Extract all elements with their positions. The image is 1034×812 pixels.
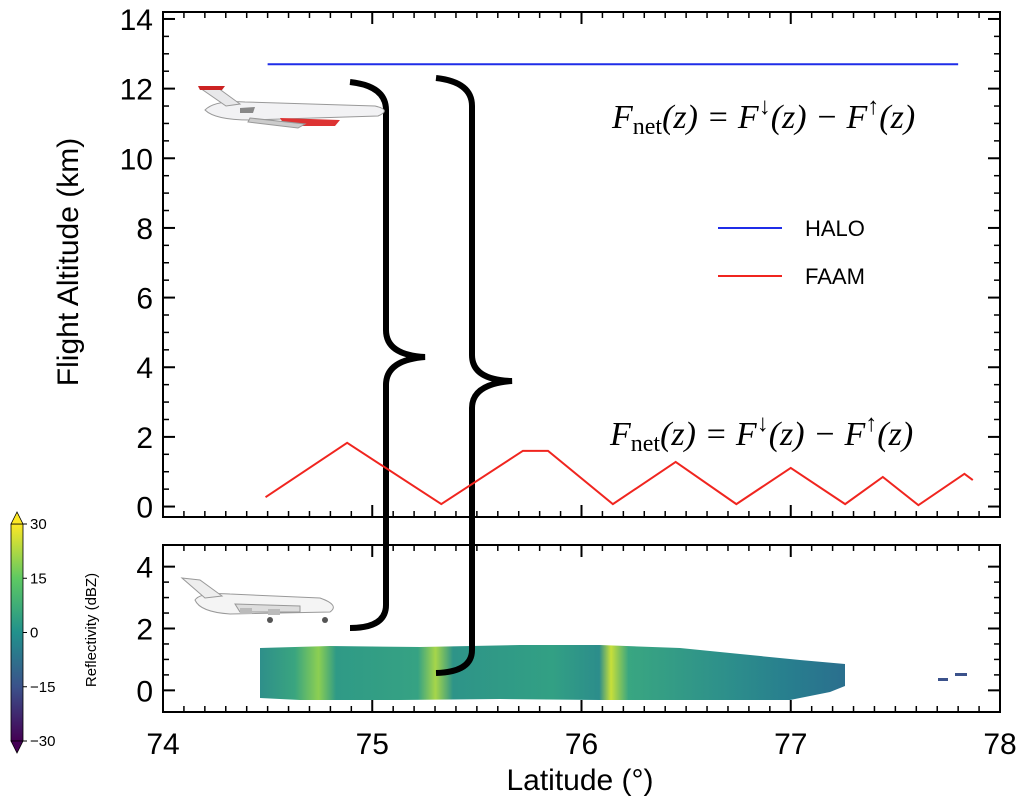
colorbar-tick-label: 15 xyxy=(30,570,47,587)
y-tick-label: 4 xyxy=(136,352,153,385)
reflectivity-speck xyxy=(938,673,967,681)
y-tick-label: 2 xyxy=(136,422,153,455)
y-tick-label: 10 xyxy=(120,143,153,176)
formula-part: ↑ xyxy=(865,411,877,437)
legend-label: FAAM xyxy=(805,264,865,289)
x-tick-label: 78 xyxy=(983,728,1016,761)
y-tick-label: 6 xyxy=(136,283,153,316)
legend-label: HALO xyxy=(805,216,865,241)
colorbar-extend xyxy=(10,511,24,525)
formula-part: (z) − F xyxy=(771,99,869,136)
colorbar-tick-label: −30 xyxy=(30,733,55,750)
x-tick-label: 76 xyxy=(565,728,598,761)
y-tick-label: 0 xyxy=(136,492,153,525)
colorbar-tick-label: 30 xyxy=(30,516,47,533)
formula-part: (z) = F xyxy=(660,416,758,453)
formula-part: (z) xyxy=(877,416,913,453)
plot-frame xyxy=(162,11,1001,518)
formula-part: ↓ xyxy=(759,94,771,120)
colorbar xyxy=(10,523,24,742)
colorbar-label: Reflectivity (dBZ) xyxy=(83,573,100,687)
colorbar-tick-label: 0 xyxy=(30,625,38,642)
halo-aircraft xyxy=(198,86,385,129)
colorbar-extend xyxy=(10,740,24,754)
brace xyxy=(349,79,426,631)
faam-aircraft xyxy=(180,577,334,623)
formula-part: F xyxy=(611,99,634,136)
formula-part: (z) − F xyxy=(769,416,867,453)
y-tick-label: 2 xyxy=(136,614,153,647)
x-tick-label: 74 xyxy=(146,728,179,761)
y-tick-label: 12 xyxy=(120,74,153,107)
reflectivity-curtain xyxy=(260,645,845,700)
x-tick-label: 75 xyxy=(356,728,389,761)
formula-part: net xyxy=(631,431,661,457)
formula: Fnet(z) = F↓(z) − F↑(z) xyxy=(611,94,915,140)
y-tick-label: 14 xyxy=(120,4,153,37)
formula-part: net xyxy=(633,114,663,140)
x-tick-label: 77 xyxy=(774,728,807,761)
formula-part: F xyxy=(609,416,632,453)
x-axis-label: Latitude (°) xyxy=(506,764,653,797)
formula-part: (z) = F xyxy=(662,99,760,136)
brace xyxy=(435,75,513,676)
formula-part: (z) xyxy=(879,99,915,136)
formula: Fnet(z) = F↓(z) − F↑(z) xyxy=(609,411,913,457)
formula-part: ↑ xyxy=(867,94,879,120)
y-tick-label: 0 xyxy=(136,675,153,708)
y-tick-label: 8 xyxy=(136,213,153,246)
colorbar-tick-label: −15 xyxy=(30,679,55,696)
series-line xyxy=(264,441,974,507)
formula-part: ↓ xyxy=(757,411,769,437)
y-axis-label: Flight Altitude (km) xyxy=(52,138,85,386)
y-tick-label: 4 xyxy=(136,552,153,585)
